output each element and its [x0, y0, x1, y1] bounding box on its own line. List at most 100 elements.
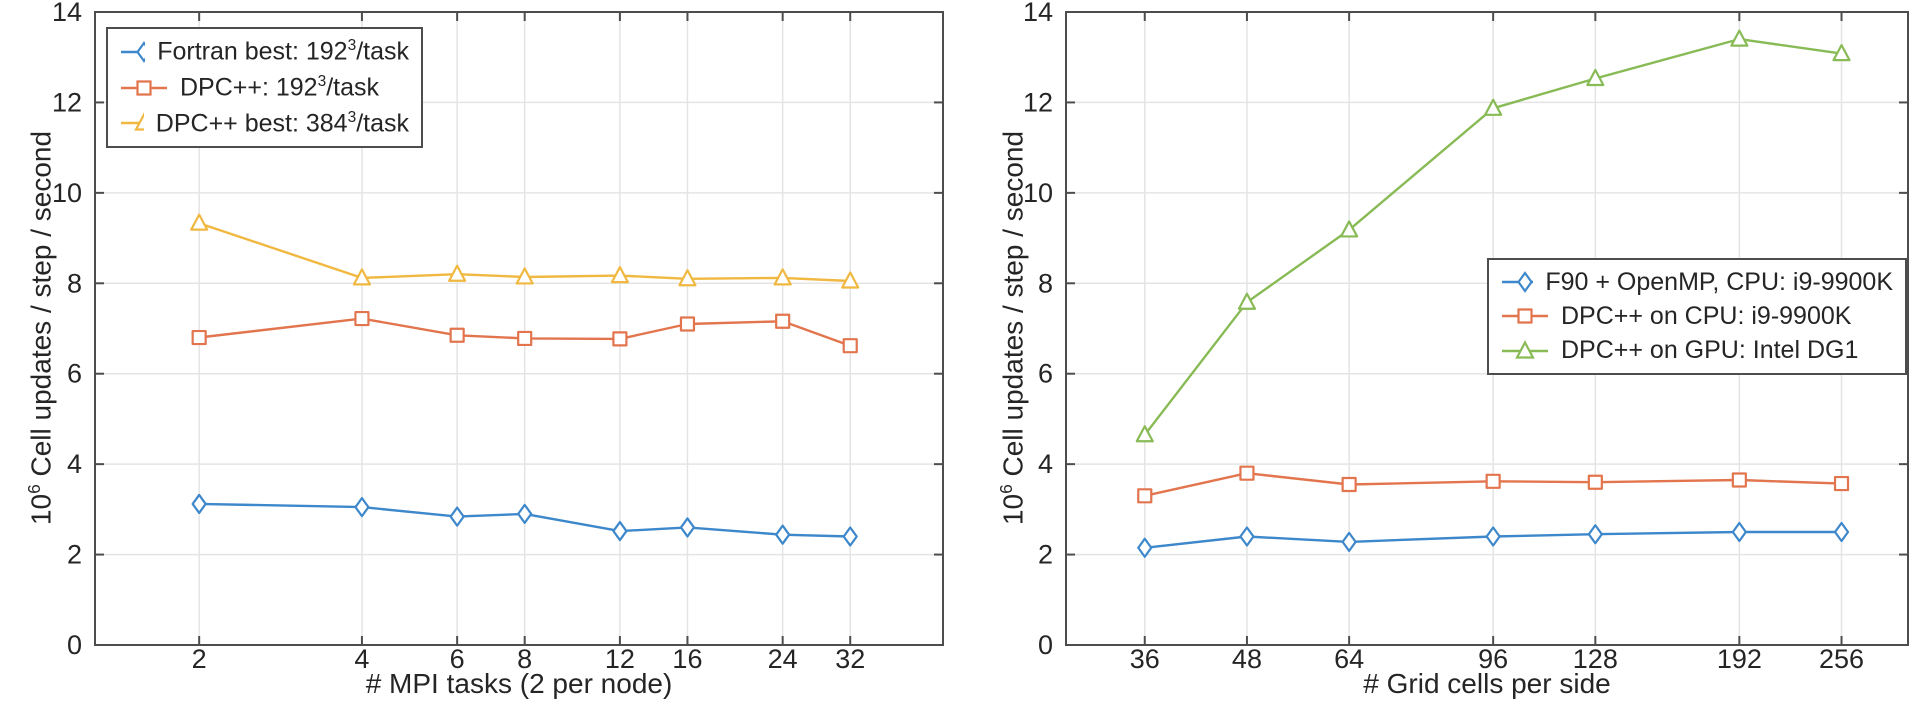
axis-box: [94, 11, 944, 646]
square-marker-dpcpp-cpu: [1341, 476, 1357, 493]
triangle-marker-dpcpp-best-384: [610, 265, 630, 284]
y-tick-label: 10: [1023, 178, 1053, 208]
legend-sample-triangle: [1502, 339, 1548, 359]
series-line-dpcpp-192: [199, 317, 851, 347]
superscript: 3: [347, 108, 357, 126]
legend-item-f90-openmp-cpu: F90 + OpenMP, CPU: i9-9900K: [1501, 265, 1893, 299]
diamond-marker-f90-openmp-cpu: [1137, 537, 1153, 558]
label-text: 10: [997, 493, 1029, 526]
y-tick-label: 12: [1023, 87, 1053, 117]
x-tick-label: 256: [1819, 644, 1864, 674]
triangle-marker-dpcpp-gpu: [1135, 425, 1154, 443]
square-marker-dpcpp-192: [191, 329, 207, 346]
square-marker-dpcpp-cpu: [1137, 488, 1153, 504]
superscript: 3: [317, 72, 327, 90]
diamond-marker-fortran-best: [517, 503, 533, 524]
triangle-marker-dpcpp-best-384: [841, 271, 860, 289]
legend-sample-diamond: [121, 40, 146, 63]
x-tick-label: 128: [1573, 644, 1618, 674]
diamond-marker-fortran-best: [354, 496, 370, 518]
x-tick-label: 16: [672, 644, 702, 674]
diamond-marker-fortran-best: [842, 526, 858, 547]
triangle-marker-dpcpp-best-384: [352, 268, 372, 286]
y-tick-label: 10: [52, 178, 82, 208]
right-x-axis-label: # Grid cells per side: [1363, 668, 1611, 699]
label-text: F90 + OpenMP, CPU: i9-9900K: [1545, 267, 1893, 296]
diamond-marker-fortran-best: [612, 520, 628, 542]
x-tick-label: 36: [1130, 644, 1160, 674]
legend-item-dpcpp-best-384: DPC++ best: 3843/task: [120, 105, 409, 141]
diamond-icon: [1517, 271, 1533, 294]
triangle-icon: [1515, 339, 1535, 359]
y-tick-label: 14: [1023, 0, 1053, 27]
legend-item-dpcpp-gpu: DPC++ on GPU: Intel DG1: [1501, 334, 1893, 368]
square-icon: [1517, 308, 1533, 325]
label-text: DPC++ on CPU: i9-9900K: [1561, 301, 1852, 330]
superscript: 6: [996, 484, 1016, 494]
legend-item-fortran-best: Fortran best: 1923/task: [120, 34, 409, 70]
label-text: /task: [326, 73, 380, 102]
square-icon: [136, 79, 152, 96]
x-tick-label: 96: [1478, 644, 1508, 674]
series-line-fortran-best: [199, 502, 851, 538]
diamond-marker-f90-openmp-cpu: [1587, 524, 1603, 545]
triangle-icon: [134, 112, 144, 131]
legend-sample-square: [121, 79, 167, 96]
label-text: /task: [356, 108, 409, 137]
legend-item-dpcpp-192: DPC++: 1923/task: [120, 70, 409, 106]
triangle-marker-dpcpp-gpu: [1586, 68, 1605, 87]
x-tick-label: 24: [768, 644, 798, 674]
diamond-marker-f90-openmp-cpu: [1239, 526, 1255, 547]
square-marker-dpcpp-cpu: [1587, 474, 1603, 490]
triangle-marker-dpcpp-best-384: [678, 269, 697, 287]
y-tick-label: 6: [1038, 359, 1053, 389]
square-marker-dpcpp-cpu: [1731, 472, 1747, 488]
triangle-marker-dpcpp-best-384: [190, 213, 209, 231]
square-marker-dpcpp-192: [842, 338, 858, 354]
label-text: /task: [356, 37, 409, 66]
triangle-marker-dpcpp-best-384: [773, 268, 792, 286]
legend-item-dpcpp-cpu: DPC++ on CPU: i9-9900K: [1501, 299, 1893, 333]
x-tick-label: 6: [450, 644, 465, 674]
x-tick-label: 8: [517, 644, 532, 674]
left-x-axis-label: # MPI tasks (2 per node): [365, 668, 673, 699]
triangle-marker-dpcpp-gpu: [1484, 98, 1503, 116]
y-tick-label: 2: [1038, 540, 1053, 570]
diamond-marker-fortran-best: [679, 517, 696, 538]
y-tick-label: 4: [67, 449, 82, 479]
y-tick-label: 12: [52, 87, 82, 117]
label-text: Fortran best: 192: [157, 37, 348, 66]
triangle-marker-dpcpp-gpu: [1237, 292, 1257, 310]
diamond-marker-fortran-best: [449, 506, 465, 527]
diamond-icon: [136, 40, 146, 63]
triangle-marker-dpcpp-best-384: [515, 267, 534, 285]
legend-sample-diamond: [1502, 271, 1534, 294]
diamond-marker-f90-openmp-cpu: [1833, 521, 1850, 543]
square-marker-dpcpp-192: [354, 310, 370, 327]
label-text: Cell updates / step / second: [997, 130, 1029, 485]
legend-label: DPC++ on CPU: i9-9900K: [1561, 302, 1851, 331]
label-text: DPC++ best: 384: [155, 108, 348, 137]
right-legend: F90 + OpenMP, CPU: i9-9900K DPC++ on CPU:…: [1487, 258, 1907, 375]
label-text: DPC++ on GPU: Intel DG1: [1561, 336, 1859, 365]
square-marker-dpcpp-cpu: [1485, 473, 1501, 489]
label-text: DPC++: 192: [180, 73, 318, 102]
diamond-marker-f90-openmp-cpu: [1485, 526, 1501, 547]
superscript: 3: [347, 37, 357, 55]
square-marker-dpcpp-192: [679, 316, 696, 332]
x-tick-label: 192: [1717, 644, 1762, 674]
x-tick-label: 12: [605, 644, 635, 674]
label-text: 10: [25, 493, 57, 526]
x-tick-label: 64: [1334, 644, 1364, 674]
y-tick-label: 0: [67, 630, 82, 660]
x-tick-label: 4: [354, 644, 369, 674]
diamond-marker-f90-openmp-cpu: [1731, 521, 1747, 543]
y-tick-label: 8: [67, 268, 82, 298]
legend-sample-triangle: [121, 112, 144, 131]
triangle-marker-dpcpp-gpu: [1832, 43, 1851, 62]
y-tick-label: 14: [52, 0, 82, 27]
series-line-dpcpp-best-384: [198, 222, 851, 283]
superscript: 6: [24, 484, 44, 494]
y-tick-label: 6: [67, 359, 82, 389]
